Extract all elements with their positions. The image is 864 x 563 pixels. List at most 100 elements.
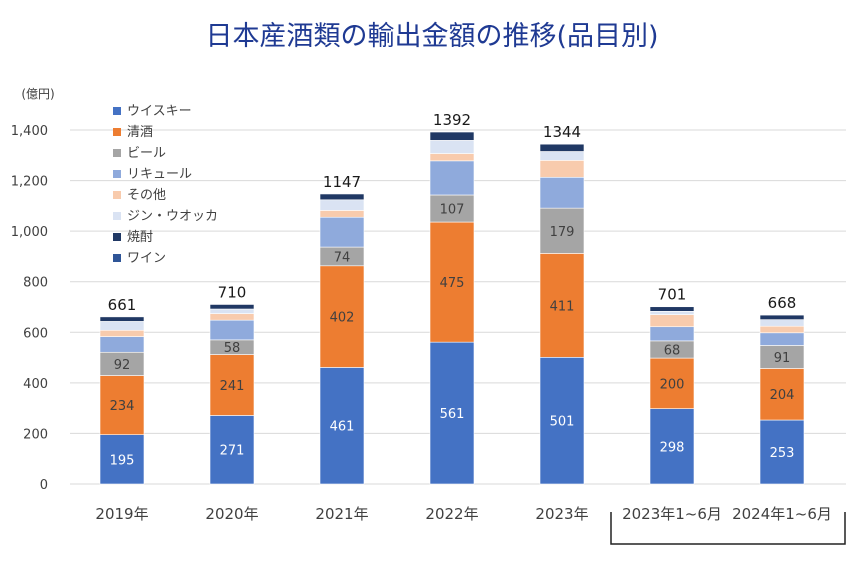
bar-segment	[539, 253, 585, 358]
y-tick-label: 600	[23, 326, 48, 341]
y-tick-label: 1,000	[11, 225, 48, 240]
bar-segment	[99, 321, 145, 331]
bar-segment	[539, 207, 585, 254]
legend-label: ジン・ウオッカ	[127, 209, 218, 224]
x-tick-label: 2023年1~6月	[622, 505, 722, 523]
legend-swatch	[113, 254, 121, 262]
legend-label: 清酒	[127, 125, 153, 140]
data-label: 461	[330, 420, 355, 435]
data-label: 68	[664, 343, 681, 358]
bar-segment	[209, 415, 255, 485]
bar-segment	[759, 325, 805, 334]
legend-label: ウイスキー	[127, 104, 192, 119]
total-label: 1344	[543, 123, 581, 141]
bar-segment	[649, 357, 695, 409]
bar-segment	[759, 332, 805, 346]
legend-swatch	[113, 128, 121, 136]
total-label: 668	[768, 294, 797, 312]
bar-stacks: 195 234 92 661 271 241 58 710 461 402 74 1147 561 475…	[99, 111, 805, 485]
bar-segment	[209, 313, 255, 321]
bar-segment	[209, 304, 255, 310]
bar-segment	[209, 308, 255, 314]
data-label: 195	[110, 453, 135, 468]
bar-segment	[99, 329, 145, 337]
total-label: 710	[218, 283, 247, 301]
legend-label: ワイン	[127, 251, 166, 266]
legend-label: その他	[127, 188, 166, 203]
bar-segment	[429, 153, 475, 162]
legend-swatch	[113, 212, 121, 220]
bar-segment	[539, 176, 585, 209]
bar-segment	[319, 193, 365, 201]
bar-segment	[429, 221, 475, 343]
bar-segment	[99, 336, 145, 353]
chart-title: 日本産酒類の輸出金額の推移(品目別)	[205, 21, 658, 52]
bar-segment	[99, 434, 145, 485]
data-label: 241	[220, 379, 245, 394]
data-label: 204	[770, 388, 795, 403]
legend-label: 焼酎	[127, 230, 153, 245]
bar-segment	[209, 354, 255, 416]
total-label: 701	[658, 286, 687, 304]
legend-label: リキュール	[127, 167, 192, 182]
data-label: 475	[440, 276, 465, 291]
data-label: 501	[550, 415, 575, 430]
bar-segment	[539, 151, 585, 161]
data-label: 179	[550, 225, 575, 240]
bar-segment	[649, 408, 695, 485]
data-label: 271	[220, 444, 245, 459]
period-bracket	[610, 512, 846, 545]
bar-segment	[429, 140, 475, 154]
data-label: 200	[660, 377, 685, 392]
data-label: 74	[334, 250, 351, 265]
bar-segment	[649, 326, 695, 342]
y-tick-label: 200	[23, 427, 48, 442]
data-label: 253	[770, 446, 795, 461]
x-tick-label: 2024年1~6月	[732, 505, 832, 523]
bar-segment	[539, 143, 585, 152]
bar-segment	[759, 314, 805, 320]
data-label: 402	[330, 311, 355, 326]
x-axis-labels: 2019年 2020年 2021年 2022年 2023年 2023年1~6月 2024年1…	[95, 505, 832, 523]
bar-segment	[319, 265, 365, 368]
data-label: 107	[440, 203, 465, 218]
bar-segment	[539, 160, 585, 178]
bar-segment	[759, 368, 805, 421]
y-axis-unit-label: (億円)	[21, 87, 54, 101]
x-tick-label: 2019年	[95, 505, 148, 523]
bar-segment	[319, 199, 365, 211]
y-tick-label: 0	[40, 478, 48, 493]
data-label: 234	[110, 399, 135, 414]
legend-swatch	[113, 233, 121, 241]
bar-segment	[99, 316, 145, 322]
y-tick-label: 400	[23, 377, 48, 392]
x-tick-label: 2023年	[535, 505, 588, 523]
data-label: 298	[660, 440, 685, 455]
bar-segment	[209, 319, 255, 341]
legend-swatch	[113, 191, 121, 199]
bar-segment	[319, 367, 365, 485]
bar-segment	[649, 306, 695, 312]
data-label: 58	[224, 341, 241, 356]
bar-segment	[649, 314, 695, 328]
bar-segment	[99, 375, 145, 435]
legend-label: ビール	[127, 146, 166, 161]
data-label: 92	[114, 358, 131, 373]
x-tick-label: 2022年	[425, 505, 478, 523]
x-tick-label: 2021年	[315, 505, 368, 523]
bar-segment	[759, 419, 805, 485]
legend-swatch	[113, 170, 121, 178]
bar-segment	[649, 310, 695, 315]
x-tick-label: 2020年	[205, 505, 258, 523]
bar-segment	[429, 194, 475, 223]
data-label: 411	[550, 299, 575, 314]
legend-swatch	[113, 149, 121, 157]
bar-segment	[319, 210, 365, 218]
bar-segment	[759, 319, 805, 327]
total-label: 1392	[433, 111, 471, 129]
total-label: 661	[108, 296, 137, 314]
bar-segment	[429, 160, 475, 196]
bar-segment	[319, 216, 365, 248]
